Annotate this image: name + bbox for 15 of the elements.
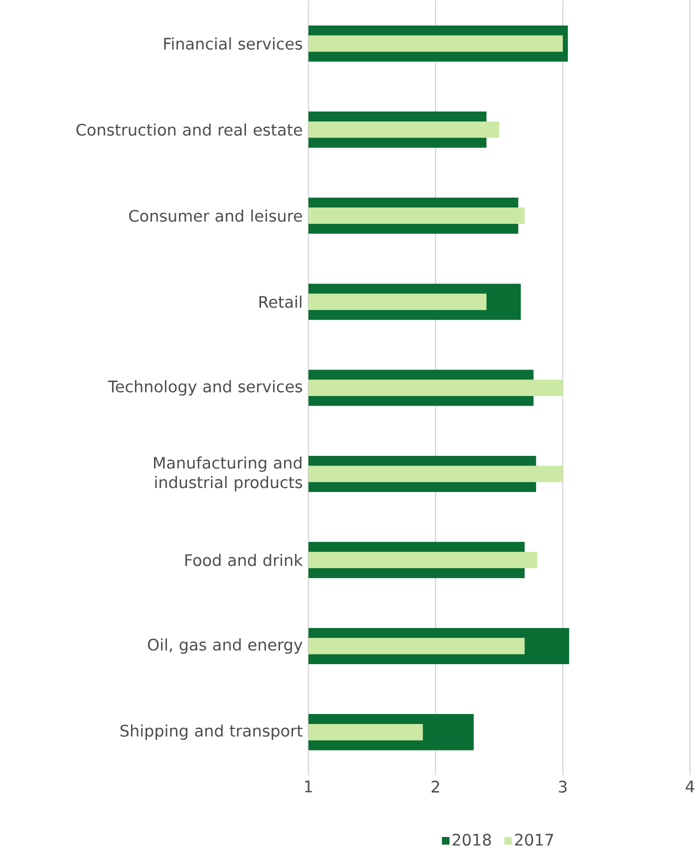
x-tick-label: 4 (686, 780, 694, 792)
y-tick-label: Manufacturing and industrial products (154, 456, 302, 492)
x-tick-label: 2 (431, 780, 439, 792)
y-tick-label: Technology and services (108, 380, 302, 396)
x-tick-label: 3 (558, 780, 566, 793)
y-tick-label: Food and drink (185, 554, 303, 566)
y-tick-label: Consumer and leisure (128, 210, 302, 222)
y-tick-label: Retail (259, 296, 302, 308)
y-tick-label: Construction and real estate (76, 123, 302, 136)
y-tick-label: Shipping and transport (120, 724, 302, 740)
y-tick-label: Financial services (164, 37, 302, 50)
x-tick-label: 1 (304, 780, 312, 792)
y-tick-label: Oil, gas and energy (148, 638, 302, 654)
legend-label: 2017 (514, 834, 553, 846)
legend-label: 2018 (452, 834, 491, 846)
